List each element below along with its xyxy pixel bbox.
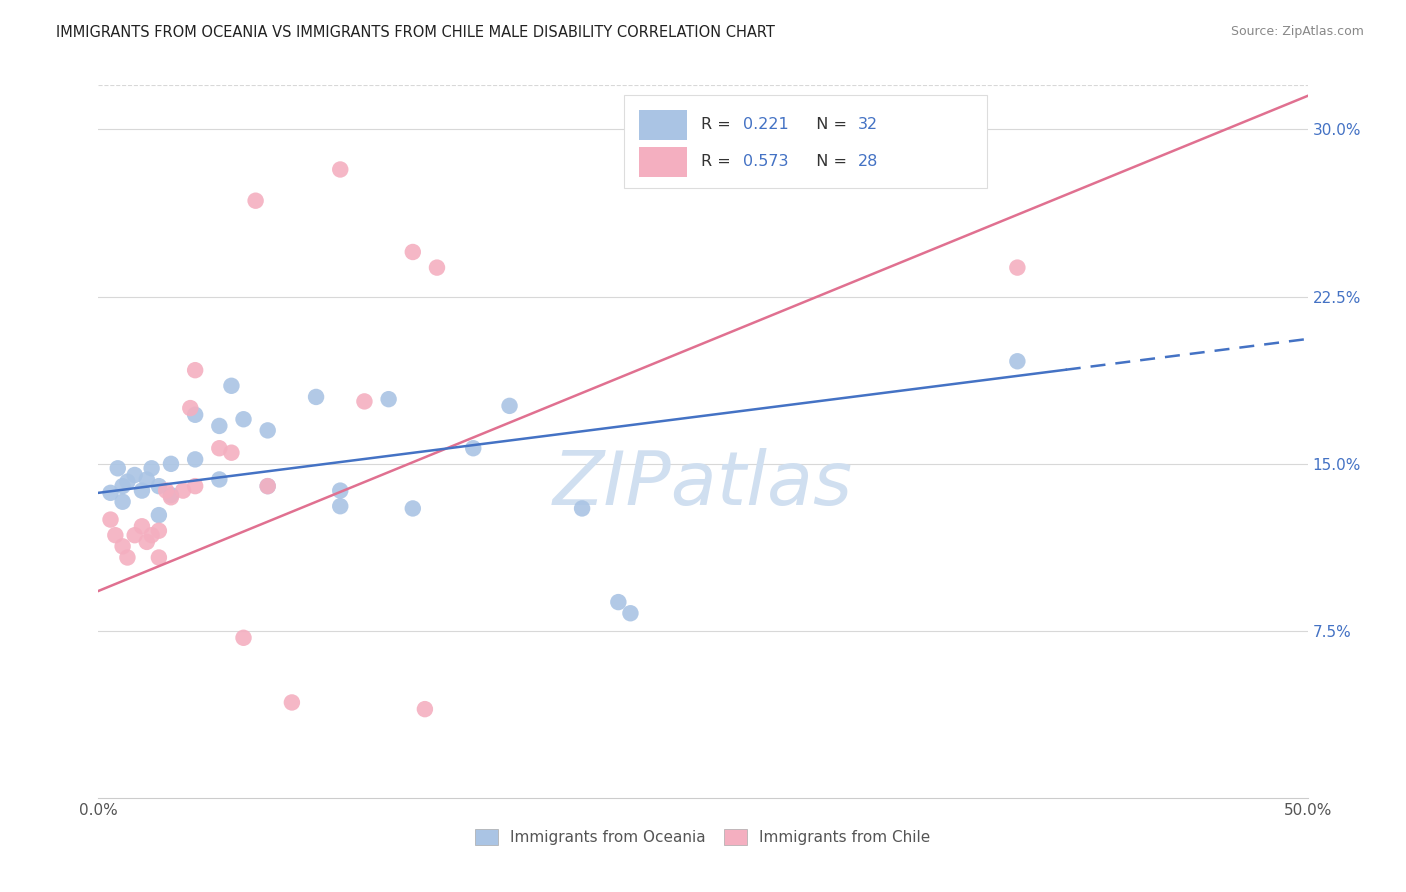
Text: 0.221: 0.221	[742, 117, 789, 132]
Text: 32: 32	[858, 117, 877, 132]
Text: R =: R =	[700, 154, 735, 169]
Point	[221, 446, 243, 460]
Point	[100, 512, 122, 526]
Point	[172, 483, 194, 498]
Point	[208, 419, 231, 434]
Text: N =: N =	[806, 154, 852, 169]
Point	[1007, 260, 1029, 275]
Point	[221, 378, 243, 392]
Legend: Immigrants from Oceania, Immigrants from Chile: Immigrants from Oceania, Immigrants from…	[470, 823, 936, 851]
Point	[402, 501, 425, 516]
Point	[232, 412, 254, 426]
Point	[124, 468, 146, 483]
Point	[131, 519, 153, 533]
Point	[104, 528, 127, 542]
Text: 28: 28	[858, 154, 879, 169]
Point	[148, 550, 170, 565]
Point	[148, 479, 170, 493]
Point	[155, 483, 177, 498]
Point	[256, 424, 278, 438]
Text: R =: R =	[700, 117, 735, 132]
Point	[124, 528, 146, 542]
Point	[141, 461, 163, 475]
FancyBboxPatch shape	[624, 95, 987, 188]
Point	[111, 479, 134, 493]
Text: IMMIGRANTS FROM OCEANIA VS IMMIGRANTS FROM CHILE MALE DISABILITY CORRELATION CHA: IMMIGRANTS FROM OCEANIA VS IMMIGRANTS FR…	[56, 25, 775, 40]
Point	[208, 473, 231, 487]
Point	[135, 535, 157, 549]
Point	[353, 394, 375, 409]
Point	[184, 363, 207, 377]
Point	[1007, 354, 1029, 368]
Point	[245, 194, 267, 208]
Point	[148, 524, 170, 538]
Point	[426, 260, 449, 275]
Point	[117, 475, 139, 489]
Point	[160, 488, 183, 502]
Point	[184, 479, 207, 493]
Point	[329, 500, 352, 514]
FancyBboxPatch shape	[638, 110, 688, 140]
Point	[329, 483, 352, 498]
Point	[160, 491, 183, 505]
Point	[148, 508, 170, 523]
Text: ZIPatlas: ZIPatlas	[553, 449, 853, 520]
Point	[117, 550, 139, 565]
Point	[607, 595, 630, 609]
Point	[111, 539, 134, 553]
Point	[571, 501, 593, 516]
Point	[463, 442, 485, 455]
Text: Source: ZipAtlas.com: Source: ZipAtlas.com	[1230, 25, 1364, 38]
Point	[160, 457, 183, 471]
Point	[256, 479, 278, 493]
Point	[100, 485, 122, 500]
Point	[281, 696, 304, 710]
FancyBboxPatch shape	[638, 147, 688, 177]
Point	[329, 162, 352, 177]
Point	[377, 392, 399, 407]
Point	[131, 483, 153, 498]
Point	[498, 399, 520, 413]
Text: 0.573: 0.573	[742, 154, 789, 169]
Point	[413, 702, 436, 716]
Point	[107, 461, 129, 475]
Point	[208, 442, 231, 455]
Point	[111, 494, 134, 508]
Text: N =: N =	[806, 117, 852, 132]
Point	[184, 408, 207, 422]
Point	[232, 631, 254, 645]
Point	[141, 528, 163, 542]
Point	[184, 452, 207, 467]
Point	[305, 390, 328, 404]
Point	[619, 607, 641, 621]
Point	[135, 473, 157, 487]
Point	[179, 401, 201, 416]
Point	[256, 479, 278, 493]
Point	[402, 244, 425, 259]
